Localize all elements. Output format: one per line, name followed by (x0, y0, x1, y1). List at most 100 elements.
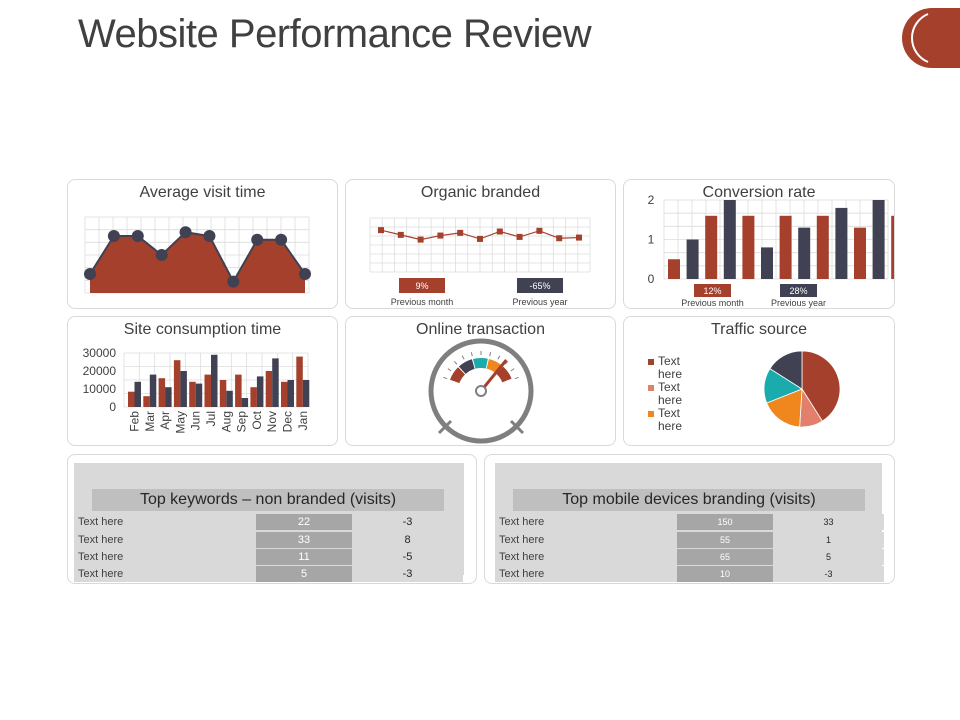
conversion-bar (779, 215, 792, 279)
table-cell-change: -5 (352, 549, 463, 565)
legend-item: Text here (648, 355, 690, 381)
conversion-badge (694, 284, 731, 297)
site-bar (281, 381, 288, 407)
site-xtick: Oct (250, 410, 264, 429)
site-xtick: Jul (204, 411, 218, 426)
gauge-minor-tick (504, 360, 509, 365)
conversion-ytick: 0 (648, 272, 655, 286)
table-cell-change: -3 (352, 566, 463, 582)
legend-item: Text here (648, 381, 690, 407)
conversion-bar (872, 200, 885, 279)
site-bar (296, 356, 303, 407)
site-ytick: 20000 (83, 364, 117, 378)
avg-visit-point (84, 268, 96, 280)
table-row: Text here 150 33 (495, 514, 884, 531)
site-xtick: Jun (189, 411, 203, 430)
table-cell-change: 5 (773, 549, 884, 565)
organic-point (536, 227, 543, 234)
organic-point (397, 231, 404, 238)
devices-table: Top mobile devices branding (visits) Tex… (495, 463, 884, 582)
site-bar (158, 378, 166, 407)
legend-label: Text here (658, 354, 683, 381)
conversion-bar (723, 200, 736, 279)
conversion-ytick: 2 (648, 193, 655, 207)
card-organic-branded: Organic branded 9% Previous month -65% Prev… (345, 179, 616, 309)
site-bar (180, 371, 187, 407)
card-online-transaction: Online transaction (345, 316, 616, 446)
gauge-minor-tick (489, 352, 492, 357)
legend-label: Text here (658, 380, 683, 407)
conversion-badge-label: Previous year (771, 298, 826, 308)
pie-slice (769, 350, 803, 390)
site-xtick: Sep (235, 411, 249, 433)
organic-point (576, 234, 582, 241)
card-top-mobile-devices: Top mobile devices branding (visits) Tex… (484, 454, 895, 584)
table-cell-label: Text here (495, 549, 677, 565)
site-bar (143, 396, 150, 407)
card-traffic-source: Traffic source Text here Text here Text … (623, 316, 895, 446)
average-visit-time-chart (84, 216, 311, 294)
table-cell-label: Text here (495, 514, 677, 530)
site-bar (272, 358, 279, 407)
legend-swatch (648, 359, 654, 365)
devices-table-title: Top mobile devices branding (visits) (513, 489, 865, 511)
table-cell-change: 1 (773, 532, 884, 548)
avg-visit-point (155, 249, 168, 261)
avg-visit-point (275, 233, 288, 246)
table-row: Text here 33 8 (74, 532, 463, 549)
conversion-rate-chart: 2 1 0 12% Previous month 28% Previous year (648, 193, 894, 308)
conversion-badge-value: 12% (703, 286, 721, 296)
site-consumption-time-chart: 30000 20000 10000 0 Feb Mar Apr May Jun Jul Aug Sep… (83, 346, 310, 434)
gauge-tick (509, 419, 525, 435)
organic-badge (517, 278, 563, 293)
traffic-source-pie (763, 350, 841, 428)
pie-slice (766, 388, 803, 428)
site-bar (250, 387, 257, 407)
table-cell-change: 33 (773, 514, 884, 530)
table-cell-label: Text here (74, 549, 256, 565)
gauge-tick (437, 419, 453, 435)
gauge-minor-tick (453, 360, 458, 365)
site-bar (211, 354, 218, 407)
online-transaction-title: Online transaction (416, 321, 545, 338)
site-xtick: Jan (296, 411, 310, 430)
avg-visit-point (107, 230, 120, 242)
site-bar (226, 390, 233, 407)
site-bar (165, 387, 172, 407)
organic-badge-value: -65% (529, 281, 550, 291)
site-bar (265, 371, 273, 407)
conversion-ytick: 1 (648, 233, 655, 247)
table-cell-value: 33 (256, 532, 352, 548)
avg-visit-point (299, 268, 311, 280)
avg-visit-line (89, 231, 306, 284)
table-cell-change: -3 (352, 514, 463, 530)
site-xtick: Dec (281, 411, 295, 432)
site-xtick: Apr (158, 411, 172, 430)
conversion-bar (705, 215, 718, 279)
table-cell-change: -3 (773, 566, 884, 582)
conversion-bar (686, 239, 699, 279)
site-bar (256, 376, 264, 407)
card-site-consumption-time: Site consumption time 30000 20000 10000 0 Fe… (67, 316, 338, 446)
table-row: Text here 22 -3 (74, 514, 463, 531)
corner-logo-shape (902, 8, 960, 68)
gauge-minor-tick (510, 368, 515, 372)
table-cell-label: Text here (495, 532, 677, 548)
conversion-bar (668, 259, 680, 279)
corner-logo (902, 8, 960, 68)
site-bar (149, 374, 157, 407)
average-visit-time-title: Average visit time (139, 184, 266, 201)
organic-badge (399, 278, 445, 293)
organic-point (437, 232, 444, 239)
organic-badge-label: Previous month (391, 297, 454, 307)
table-cell-label: Text here (74, 514, 256, 530)
conversion-badge-value: 28% (789, 286, 807, 296)
organic-point (477, 235, 483, 242)
organic-badge-label: Previous year (512, 297, 567, 307)
table-cell-value: 11 (256, 549, 352, 565)
gauge-segment (449, 367, 466, 384)
organic-branded-chart: 9% Previous month -65% Previous year (369, 217, 591, 307)
gauge-minor-tick (443, 376, 448, 380)
keywords-table: Top keywords – non branded (visits) Text… (74, 463, 464, 582)
site-bar (195, 383, 203, 407)
